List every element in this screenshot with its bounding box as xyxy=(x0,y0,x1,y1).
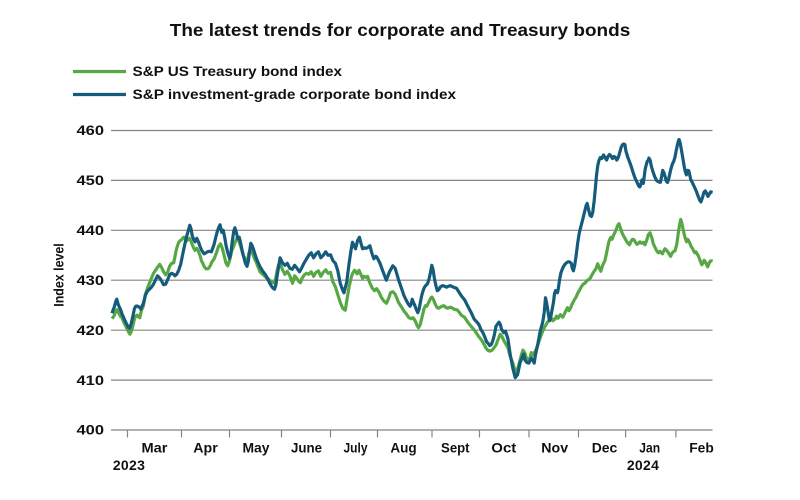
svg-text:Apr: Apr xyxy=(193,439,218,455)
svg-text:Dec: Dec xyxy=(592,439,618,455)
svg-text:2023: 2023 xyxy=(113,457,145,473)
svg-text:450: 450 xyxy=(77,172,105,188)
svg-text:July: July xyxy=(344,439,368,455)
svg-text:400: 400 xyxy=(77,422,105,438)
svg-text:Nov: Nov xyxy=(541,439,568,455)
svg-text:Jan: Jan xyxy=(639,439,660,455)
svg-text:May: May xyxy=(243,439,270,455)
svg-text:Sept: Sept xyxy=(441,439,470,455)
svg-text:The latest trends for corporat: The latest trends for corporate and Trea… xyxy=(170,20,631,40)
svg-text:Aug: Aug xyxy=(390,439,416,455)
svg-text:460: 460 xyxy=(77,122,105,138)
svg-text:430: 430 xyxy=(77,272,105,288)
svg-text:S&P US Treasury bond index: S&P US Treasury bond index xyxy=(133,64,343,79)
svg-text:Oct: Oct xyxy=(491,439,516,455)
svg-text:Index level: Index level xyxy=(51,243,67,307)
svg-text:S&P investment-grade corporate: S&P investment-grade corporate bond inde… xyxy=(133,87,457,102)
svg-text:Mar: Mar xyxy=(142,439,169,455)
svg-text:Feb: Feb xyxy=(689,439,714,455)
svg-text:420: 420 xyxy=(77,322,105,338)
svg-text:2024: 2024 xyxy=(627,457,659,473)
svg-text:440: 440 xyxy=(77,222,105,238)
svg-text:June: June xyxy=(291,439,322,455)
svg-text:410: 410 xyxy=(77,372,105,388)
